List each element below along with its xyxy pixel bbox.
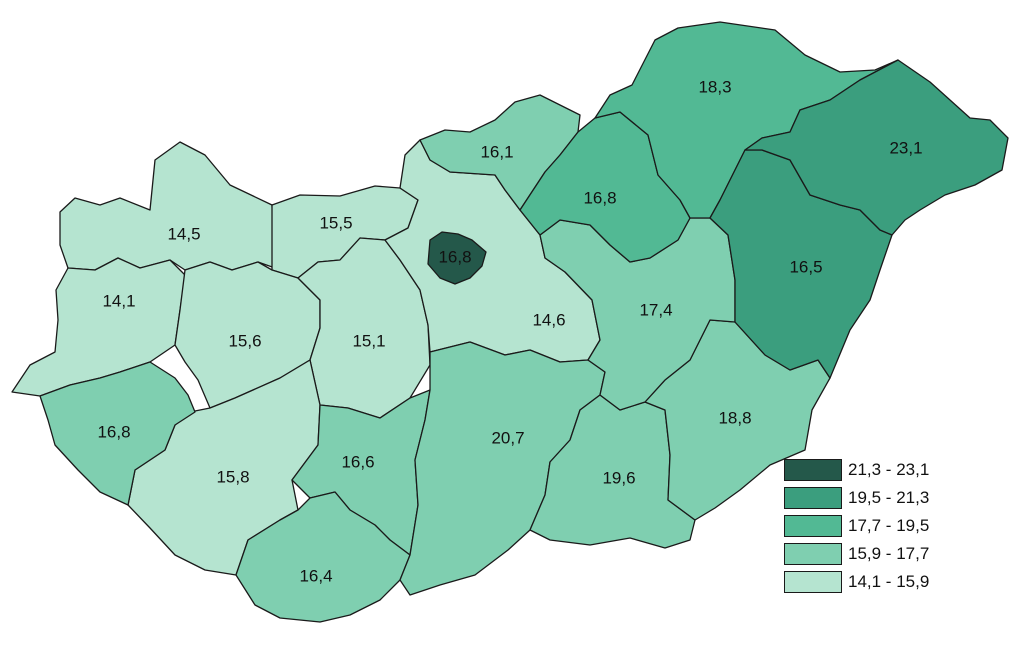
value-label-vas: 14,1 [102,291,135,310]
legend-item: 21,3 - 23,1 [784,456,984,484]
legend-label: 14,1 - 15,9 [848,572,930,591]
legend-item: 15,9 - 17,7 [784,540,984,568]
legend-item: 19,5 - 21,3 [784,484,984,512]
value-label-tolna: 16,6 [341,452,374,471]
legend-swatch [784,543,842,565]
value-label-bacs-kiskun: 20,7 [491,428,524,447]
legend-item: 14,1 - 15,9 [784,568,984,596]
value-label-fejer: 15,1 [352,331,385,350]
legend-label: 17,7 - 19,5 [848,516,930,535]
value-label-nograd: 16,1 [480,142,513,161]
value-label-gyor-moson-sopron: 14,5 [167,224,200,243]
region-szabolcs-szatmar-bereg [744,59,1009,236]
legend-label: 21,3 - 23,1 [848,460,930,479]
region-gyor-moson-sopron [59,141,276,271]
region-budapest [427,231,487,285]
map-legend: 21,3 - 23,1 19,5 - 21,3 17,7 - 19,5 15,9… [784,456,984,596]
value-label-somogy: 15,8 [216,467,249,486]
legend-swatch [784,459,842,481]
region-baranya [235,491,411,623]
legend-item: 17,7 - 19,5 [784,512,984,540]
value-label-jasz-nagykun-szolnok: 17,4 [639,300,672,319]
value-label-szabolcs-szatmar-bereg: 23,1 [889,138,922,157]
legend-swatch [784,515,842,537]
legend-label: 15,9 - 17,7 [848,544,930,563]
value-label-borsod-abauj-zemplen: 18,3 [698,77,731,96]
value-label-hajdu-bihar: 16,5 [789,257,822,276]
value-label-heves: 16,8 [583,188,616,207]
value-label-komarom-esztergom: 15,5 [319,213,352,232]
value-label-veszprem: 15,6 [228,331,261,350]
legend-swatch [784,571,842,593]
value-label-csongrad: 19,6 [602,468,635,487]
value-label-bekes: 18,8 [718,408,751,427]
value-label-budapest: 16,8 [438,247,471,266]
legend-label: 19,5 - 21,3 [848,488,930,507]
value-label-pest: 14,6 [532,310,565,329]
legend-swatch [784,487,842,509]
value-label-baranya: 16,4 [299,566,332,585]
value-label-zala: 16,8 [97,422,130,441]
region-zala [39,361,196,506]
